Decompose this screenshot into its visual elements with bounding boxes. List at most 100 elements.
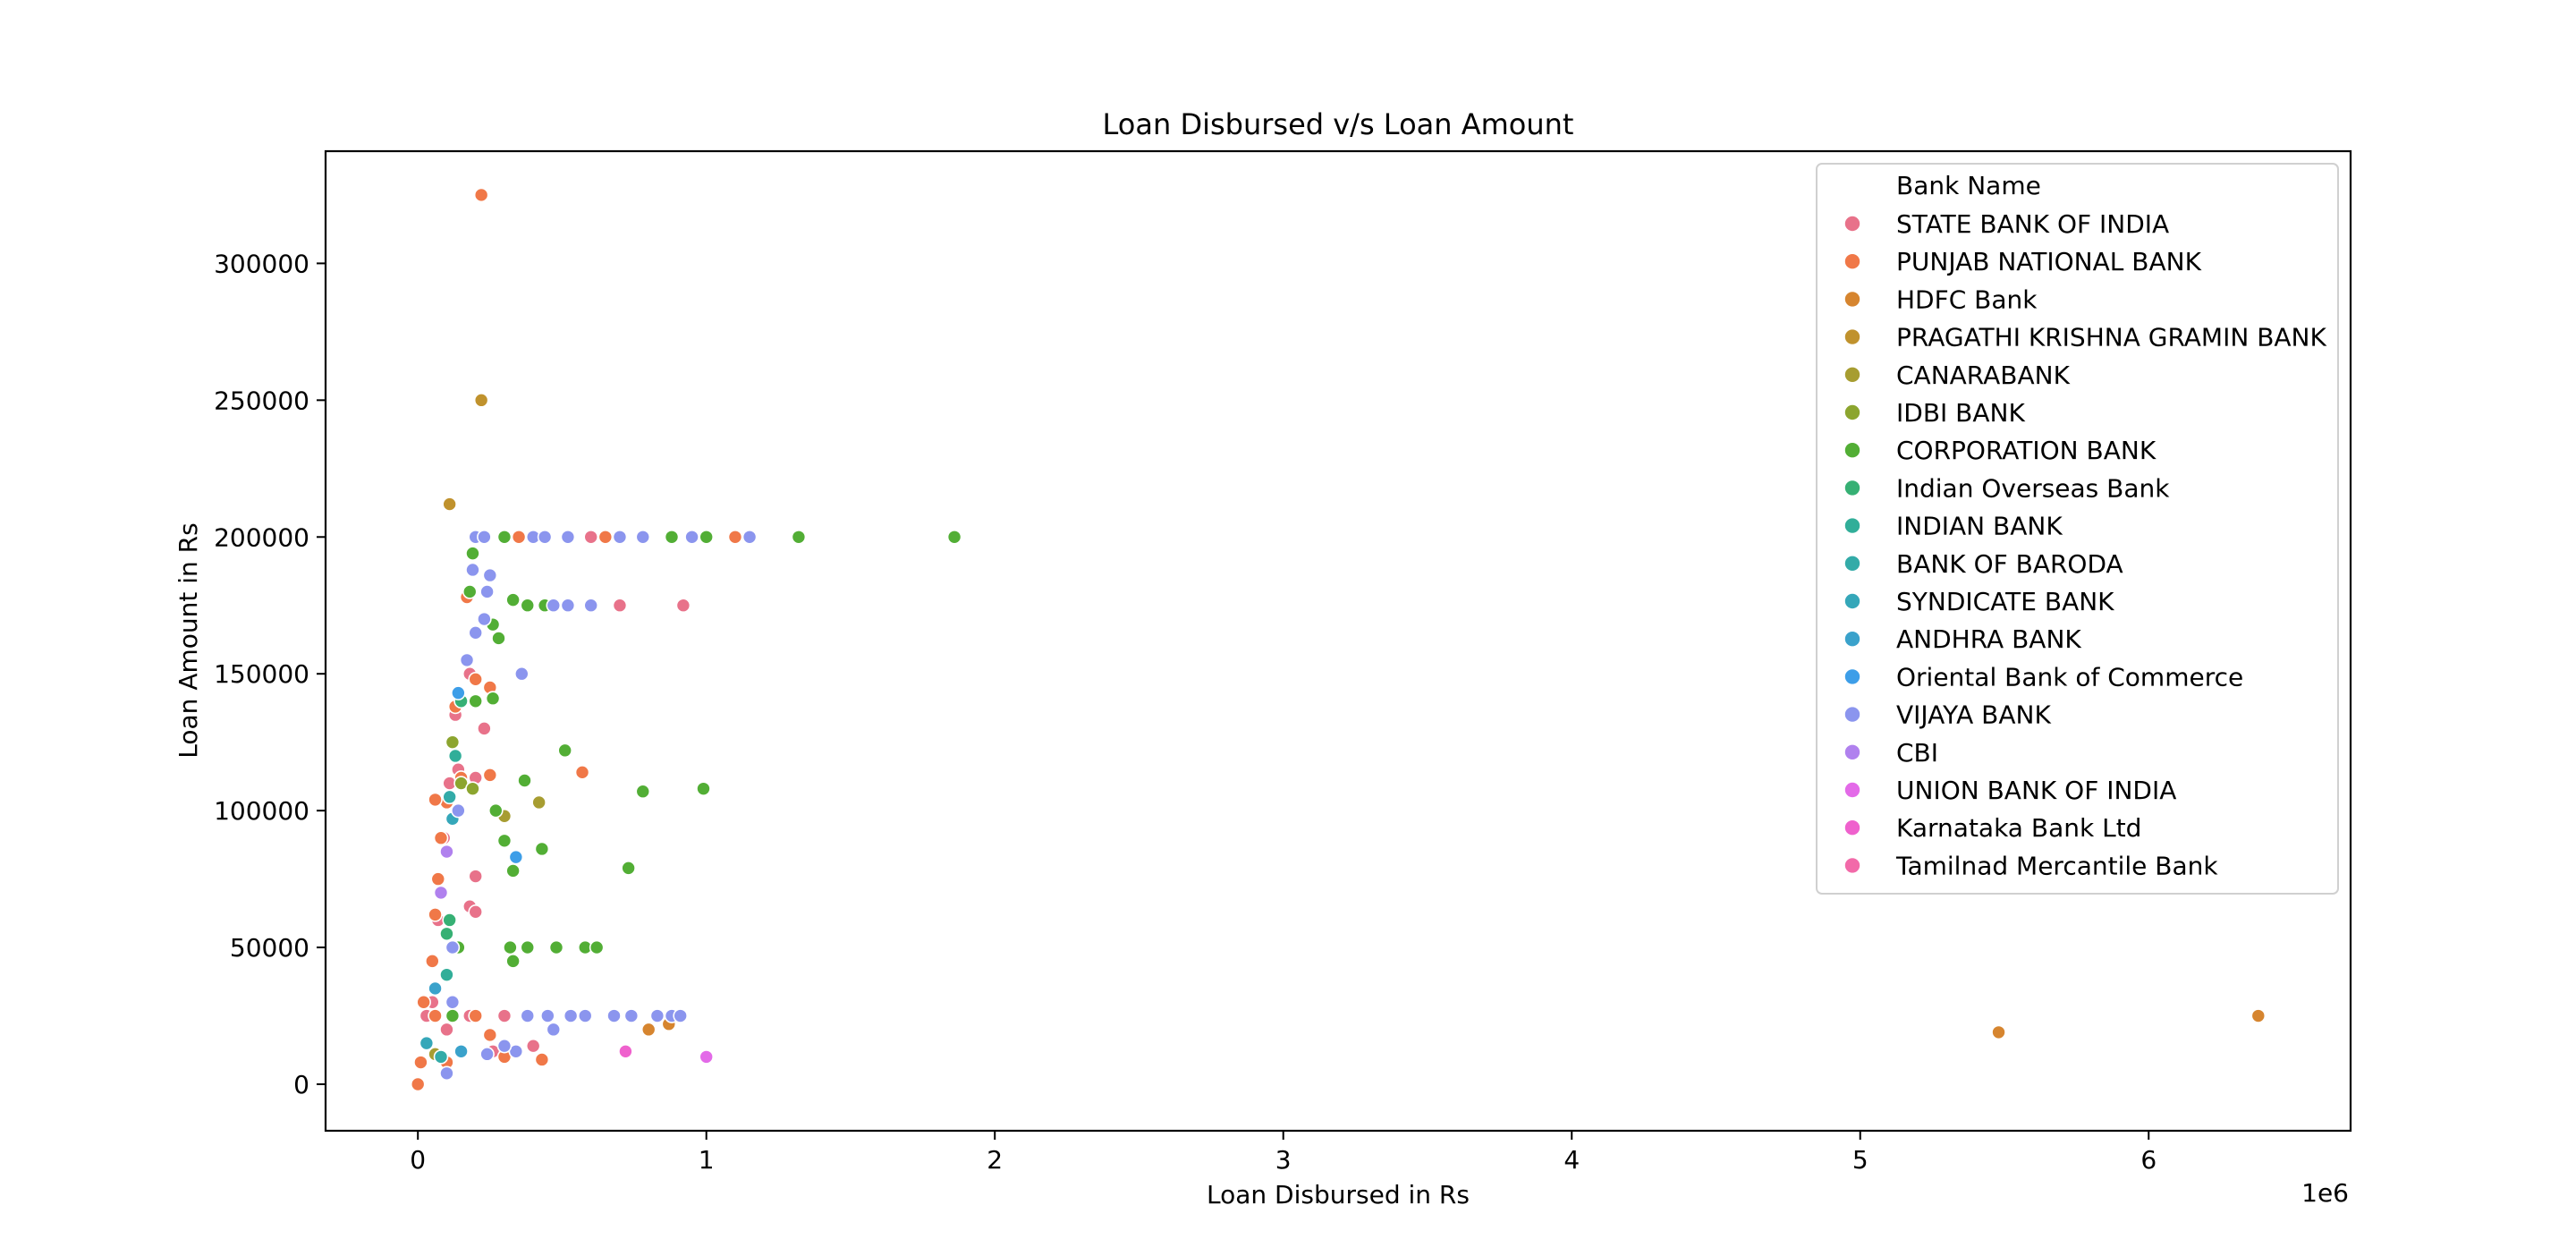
- legend-marker: [1843, 554, 1861, 573]
- data-point: [477, 721, 492, 736]
- legend-label: ANDHRA BANK: [1896, 624, 2081, 654]
- x-tick-label: 0: [410, 1145, 426, 1175]
- y-tick-label: 200000: [214, 522, 309, 552]
- data-point: [606, 1008, 622, 1023]
- legend-label: Tamilnad Mercantile Bank: [1895, 851, 2218, 880]
- data-point: [791, 529, 807, 545]
- data-point: [597, 529, 614, 545]
- y-tick-label: 100000: [214, 796, 309, 826]
- y-tick-label: 150000: [214, 659, 309, 689]
- data-point: [557, 743, 572, 759]
- legend-marker: [1843, 705, 1861, 724]
- legend-marker: [1843, 479, 1861, 497]
- data-point: [462, 584, 478, 599]
- x-tick-label: 3: [1275, 1145, 1292, 1175]
- data-point: [465, 562, 480, 578]
- data-point: [583, 529, 599, 545]
- data-point: [505, 592, 521, 607]
- data-point: [433, 1049, 449, 1065]
- data-point: [505, 954, 521, 969]
- data-point: [428, 1008, 443, 1023]
- data-point: [537, 529, 553, 545]
- legend: Bank Name STATE BANK OF INDIA PUNJAB NATI…: [1816, 163, 2339, 895]
- data-point: [468, 672, 484, 687]
- data-point: [487, 802, 504, 819]
- data-point: [410, 1076, 426, 1092]
- legend-marker: [1843, 516, 1861, 535]
- legend-marker: [1843, 781, 1861, 799]
- data-point: [439, 1022, 454, 1038]
- data-point: [546, 1022, 562, 1038]
- y-axis-label: Loan Amount in Rs: [174, 522, 203, 758]
- data-point: [612, 529, 628, 545]
- legend-marker: [1843, 667, 1861, 686]
- data-point: [496, 529, 513, 545]
- data-point: [649, 1008, 665, 1023]
- data-point: [433, 885, 449, 901]
- data-point: [468, 625, 484, 641]
- data-point: [946, 529, 962, 545]
- data-point: [664, 529, 680, 545]
- data-point: [433, 830, 449, 846]
- data-point: [583, 598, 599, 614]
- data-point: [560, 529, 576, 545]
- legend-marker: [1843, 856, 1861, 875]
- data-point: [531, 794, 547, 810]
- y-tick-label: 0: [293, 1070, 309, 1099]
- plot-area-frame: [324, 149, 2352, 1133]
- data-point: [684, 529, 699, 545]
- x-tick-label: 2: [987, 1145, 1003, 1175]
- data-point: [727, 529, 743, 545]
- legend-label: CANARABANK: [1896, 361, 2071, 390]
- data-point: [612, 598, 628, 614]
- data-point: [482, 567, 498, 583]
- chart-title: Loan Disbursed v/s Loan Amount: [1103, 107, 1574, 141]
- data-point: [525, 1038, 541, 1054]
- data-point: [428, 907, 443, 922]
- data-point: [1991, 1024, 2006, 1040]
- data-point: [445, 939, 461, 955]
- x-axis-ticks: 0 1 2 3 4 5 6: [410, 1131, 2157, 1175]
- data-point: [534, 1052, 550, 1067]
- data-point: [635, 529, 651, 545]
- data-point: [546, 598, 562, 614]
- data-point: [465, 546, 480, 561]
- legend-label: INDIAN BANK: [1896, 512, 2063, 541]
- data-point: [428, 792, 443, 808]
- legend-label: STATE BANK OF INDIA: [1896, 209, 2169, 239]
- data-point: [468, 693, 484, 709]
- data-point: [459, 652, 475, 668]
- x-axis-offset-text: 1e6: [2301, 1178, 2349, 1208]
- data-point: [673, 1008, 688, 1023]
- y-tick-label: 50000: [230, 933, 309, 963]
- data-point: [496, 1008, 513, 1023]
- data-point: [514, 666, 530, 682]
- data-point: [442, 789, 457, 805]
- legend-marker: [1843, 365, 1861, 384]
- legend-label: IDBI BANK: [1896, 398, 2025, 428]
- data-point: [540, 1008, 555, 1023]
- legend-label: Indian Overseas Bank: [1896, 473, 2170, 503]
- data-point: [560, 598, 576, 614]
- data-point: [496, 1038, 513, 1054]
- data-point: [468, 869, 484, 884]
- legend-label: Karnataka Bank Ltd: [1896, 813, 2141, 843]
- x-tick-label: 5: [1852, 1145, 1868, 1175]
- legend-marker: [1843, 819, 1861, 837]
- legend-label: Oriental Bank of Commerce: [1896, 662, 2243, 692]
- y-tick-label: 250000: [214, 386, 309, 415]
- y-tick-label: 300000: [214, 249, 309, 278]
- legend-marker: [1843, 441, 1861, 460]
- legend-title: Bank Name: [1896, 171, 2041, 200]
- data-point: [453, 1043, 469, 1059]
- data-point: [479, 1047, 495, 1062]
- data-point: [473, 393, 489, 408]
- legend-marker: [1843, 327, 1861, 346]
- legend-label: UNION BANK OF INDIA: [1896, 776, 2176, 805]
- data-point: [413, 1055, 428, 1070]
- data-point: [640, 1022, 657, 1038]
- data-point: [699, 1049, 715, 1065]
- data-point: [520, 939, 536, 955]
